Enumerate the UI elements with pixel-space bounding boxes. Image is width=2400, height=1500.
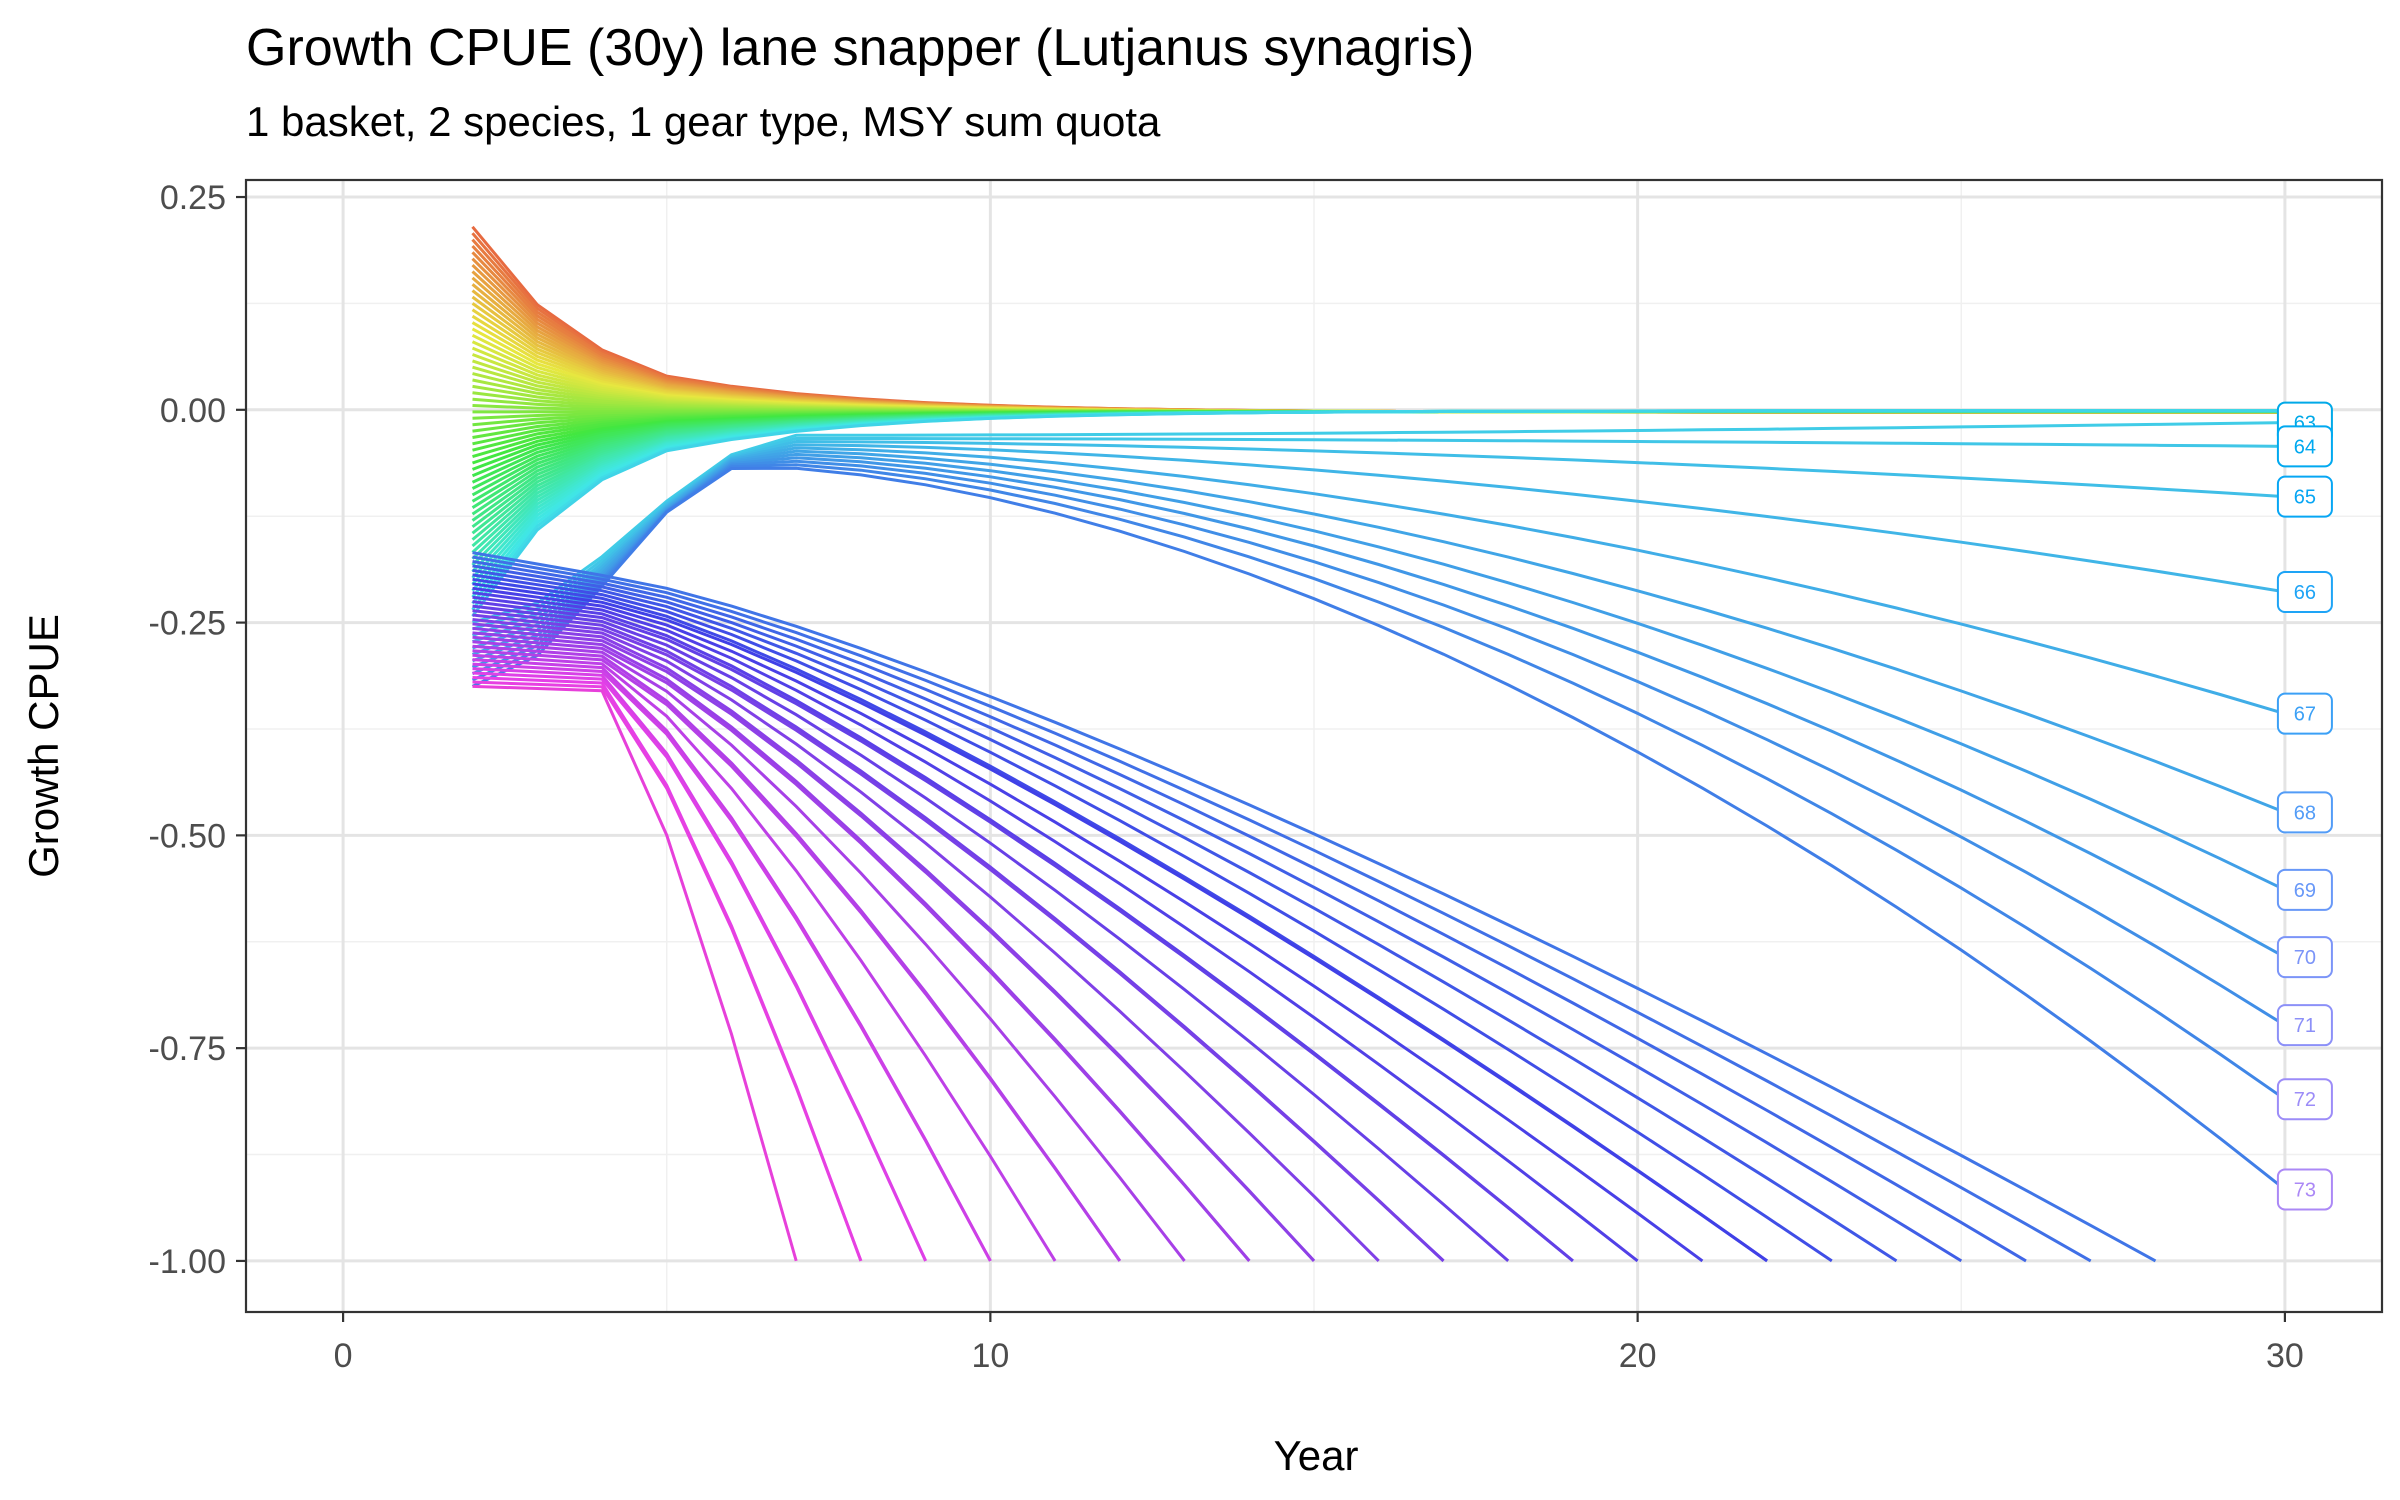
series-line	[471, 466, 2286, 1191]
x-axis-title: Year	[1274, 1432, 1359, 1479]
y-tick-label: -1.00	[149, 1243, 227, 1281]
series-line	[471, 346, 2285, 414]
end-label-box	[2276, 1004, 2333, 1047]
chart-subtitle: 1 basket, 2 species, 1 gear type, MSY su…	[246, 98, 1161, 145]
series-line	[472, 653, 1057, 1262]
end-label-box	[2276, 570, 2333, 613]
series-line	[471, 452, 2286, 892]
series-line	[472, 600, 1574, 1263]
end-label-box	[2276, 692, 2333, 735]
series-line	[472, 658, 992, 1262]
end-label-box	[2276, 1078, 2333, 1121]
y-tick-label: -0.25	[149, 605, 227, 643]
series-line	[471, 225, 2285, 414]
series-line	[472, 591, 1639, 1263]
series-line	[471, 333, 2285, 414]
series-line	[471, 353, 2285, 414]
chart-title: Growth CPUE (30y) lane snapper (Lutjanus…	[246, 19, 1475, 77]
end-label: 69	[2294, 880, 2316, 902]
series-line	[472, 551, 2157, 1263]
series-line	[471, 459, 2286, 1027]
end-label: 73	[2294, 1179, 2316, 1201]
end-label: 67	[2294, 704, 2316, 726]
x-tick-label: 20	[1619, 1337, 1657, 1375]
series-line	[471, 340, 2285, 414]
y-tick-label: 0.00	[160, 392, 226, 430]
end-label-box	[2276, 791, 2333, 834]
end-label-box	[2276, 475, 2333, 518]
series-layer	[471, 225, 2286, 1263]
series-line	[472, 684, 798, 1262]
series-line	[472, 573, 1833, 1263]
end-label-box	[2276, 936, 2333, 979]
y-tick-label: -0.50	[149, 817, 227, 855]
series-line	[472, 618, 1380, 1262]
x-tick-label: 0	[334, 1337, 353, 1375]
end-label: 66	[2294, 582, 2316, 604]
series-line	[472, 582, 1768, 1263]
end-label: 65	[2294, 487, 2316, 509]
series-line	[471, 446, 2286, 716]
series-line	[472, 626, 1316, 1262]
series-line	[471, 456, 2286, 959]
series-line	[472, 564, 1963, 1263]
end-label: 72	[2294, 1089, 2316, 1111]
series-line	[472, 680, 863, 1262]
y-tick-label: -0.75	[149, 1030, 227, 1068]
series-line	[472, 644, 1122, 1262]
series-line	[472, 662, 992, 1262]
series-line	[472, 568, 1898, 1263]
end-label: 71	[2294, 1015, 2316, 1037]
series-line	[472, 640, 1186, 1262]
series-line	[471, 409, 2285, 618]
axis-layer: 0 10 20 30 0.25 0.00 -0.25 -0.50 -0.75 -1.00	[149, 179, 2304, 1375]
end-label-box	[2276, 1168, 2333, 1211]
series-line	[471, 327, 2285, 414]
series-line	[472, 631, 1251, 1262]
series-line	[472, 667, 927, 1262]
series-line	[471, 463, 2286, 1101]
y-axis-title: Growth CPUE	[20, 614, 67, 878]
series-line	[472, 421, 2285, 625]
plot-border	[244, 178, 2384, 1314]
end-label-box	[2276, 868, 2333, 911]
series-line	[472, 613, 1445, 1262]
x-tick-label: 10	[971, 1337, 1009, 1375]
end-label: 68	[2294, 802, 2316, 824]
series-line	[472, 436, 2285, 631]
grid-layer	[246, 180, 2382, 1312]
series-line	[472, 439, 2285, 637]
end-label: 70	[2294, 947, 2316, 969]
series-line	[472, 649, 1122, 1262]
series-line	[472, 604, 1510, 1263]
x-tick-label: 30	[2266, 1337, 2304, 1375]
y-tick-label: 0.25	[160, 179, 226, 217]
series-line	[472, 671, 927, 1262]
series-line	[472, 595, 1574, 1263]
series-line	[472, 443, 2286, 644]
series-line	[472, 586, 1704, 1263]
series-line	[472, 555, 2092, 1263]
series-line	[472, 560, 2027, 1263]
end-label-box	[2276, 425, 2333, 468]
series-line	[471, 232, 2285, 414]
series-line	[472, 635, 1251, 1262]
series-line	[471, 449, 2286, 814]
end-label: 64	[2294, 436, 2316, 458]
